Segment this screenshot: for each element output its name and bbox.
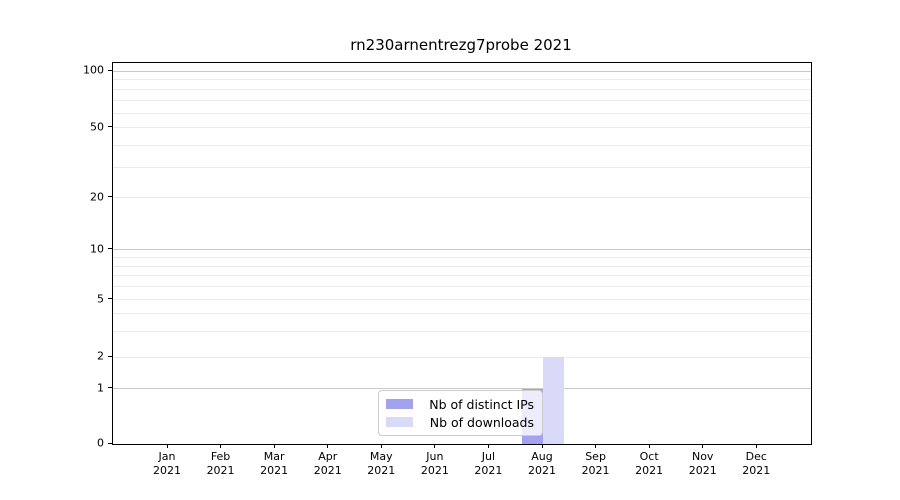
x-tick-mark bbox=[702, 444, 704, 448]
x-tick-label: Oct 2021 bbox=[635, 450, 664, 477]
minor-gridline bbox=[113, 99, 811, 101]
x-tick-mark bbox=[166, 444, 168, 448]
legend: Nb of distinct IPs Nb of downloads bbox=[378, 390, 543, 436]
y-tick-label: 20 bbox=[90, 190, 104, 204]
legend-label-downloads: Nb of downloads bbox=[429, 414, 534, 430]
y-tick-label: 1 bbox=[97, 381, 104, 395]
x-tick-mark bbox=[541, 444, 543, 448]
x-tick-label: Dec 2021 bbox=[742, 450, 771, 477]
legend-label-distinct-ips: Nb of distinct IPs bbox=[429, 396, 534, 412]
x-tick-label: Jul 2021 bbox=[474, 450, 503, 477]
y-tick-mark bbox=[108, 442, 112, 444]
plot-area bbox=[112, 62, 812, 445]
x-tick-mark bbox=[220, 444, 222, 448]
x-tick-label: Apr 2021 bbox=[313, 450, 342, 477]
legend-swatch-distinct-ips bbox=[386, 399, 413, 409]
major-gridline bbox=[113, 70, 811, 72]
y-tick-mark bbox=[108, 248, 112, 250]
minor-gridline bbox=[113, 166, 811, 168]
x-tick-label: Feb 2021 bbox=[206, 450, 235, 477]
major-gridline bbox=[113, 249, 811, 251]
y-tick-mark bbox=[108, 298, 112, 300]
minor-gridline bbox=[113, 112, 811, 114]
x-tick-label: May 2021 bbox=[367, 450, 396, 477]
x-tick-mark bbox=[380, 444, 382, 448]
y-tick-label: 50 bbox=[90, 120, 104, 134]
legend-item-distinct-ips: Nb of distinct IPs bbox=[386, 397, 534, 412]
legend-swatch-downloads bbox=[386, 417, 413, 427]
x-tick-mark bbox=[595, 444, 597, 448]
x-tick-mark bbox=[434, 444, 436, 448]
y-tick-label: 100 bbox=[83, 63, 104, 77]
major-gridline bbox=[113, 388, 811, 390]
y-tick-label: 2 bbox=[97, 349, 104, 363]
legend-item-downloads: Nb of downloads bbox=[386, 415, 534, 430]
x-tick-label: Jun 2021 bbox=[420, 450, 449, 477]
y-tick-label: 0 bbox=[97, 436, 104, 450]
minor-gridline bbox=[113, 197, 811, 199]
x-tick-mark bbox=[327, 444, 329, 448]
y-tick-mark bbox=[108, 387, 112, 389]
x-tick-label: Aug 2021 bbox=[528, 450, 556, 477]
x-tick-label: Mar 2021 bbox=[260, 450, 289, 477]
minor-gridline bbox=[113, 299, 811, 301]
minor-gridline bbox=[113, 144, 811, 146]
minor-gridline bbox=[113, 356, 811, 358]
x-tick-mark bbox=[755, 444, 757, 448]
x-tick-label: Sep 2021 bbox=[581, 450, 610, 477]
minor-gridline bbox=[113, 275, 811, 277]
minor-gridline bbox=[113, 257, 811, 259]
x-tick-mark bbox=[273, 444, 275, 448]
minor-gridline bbox=[113, 331, 811, 333]
x-tick-label: Jan 2021 bbox=[153, 450, 181, 477]
minor-gridline bbox=[113, 286, 811, 288]
chart-title: rn230arnentrezg7probe 2021 bbox=[350, 36, 572, 54]
x-tick-mark bbox=[648, 444, 650, 448]
minor-gridline bbox=[113, 313, 811, 315]
y-tick-mark bbox=[108, 196, 112, 198]
y-tick-mark bbox=[108, 126, 112, 128]
minor-gridline bbox=[113, 127, 811, 129]
minor-gridline bbox=[113, 88, 811, 90]
y-tick-label: 5 bbox=[97, 292, 104, 306]
minor-gridline bbox=[113, 265, 811, 267]
x-tick-mark bbox=[487, 444, 489, 448]
minor-gridline bbox=[113, 79, 811, 81]
y-tick-mark bbox=[108, 355, 112, 357]
bar-downloads bbox=[543, 357, 565, 444]
y-tick-mark bbox=[108, 69, 112, 71]
x-tick-label: Nov 2021 bbox=[688, 450, 717, 477]
y-tick-label: 10 bbox=[90, 242, 104, 256]
